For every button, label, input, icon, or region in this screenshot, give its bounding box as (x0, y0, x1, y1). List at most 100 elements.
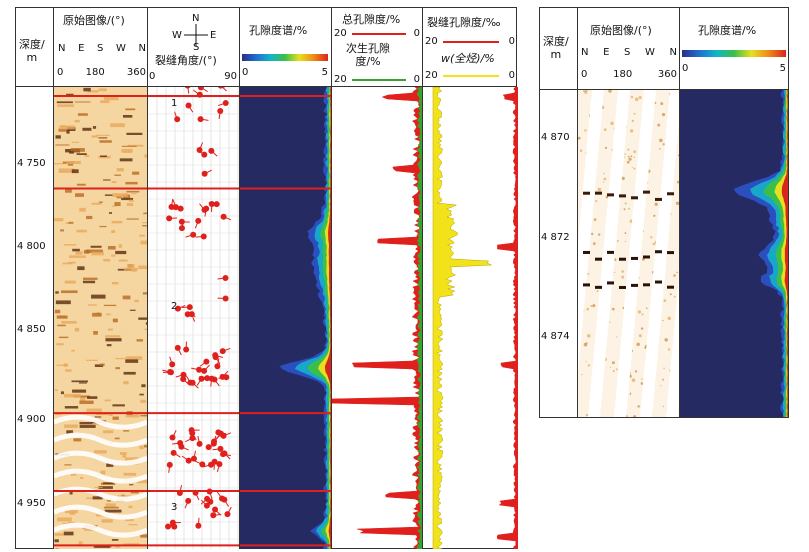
image-texture (83, 277, 98, 280)
detail-image-texture (627, 148, 630, 151)
detail-image-texture (673, 274, 676, 277)
image-texture (71, 349, 76, 352)
image-texture (110, 123, 125, 128)
fracture-dip-point (222, 274, 229, 281)
detail-image-texture (584, 129, 587, 132)
fracture-tail (221, 87, 227, 92)
fracture-dip-point (211, 376, 218, 383)
image-texture (58, 171, 75, 173)
spectrum-band (294, 87, 331, 549)
detail-image-texture (609, 366, 612, 368)
image-texture (115, 357, 126, 360)
image-texture (74, 119, 80, 123)
image-texture (111, 539, 119, 541)
detail-image-texture (657, 123, 661, 127)
image-texture (123, 430, 130, 432)
detail-image-texture (578, 136, 581, 140)
detail-image-texture (624, 232, 627, 235)
fracture-dip-point (168, 203, 175, 210)
detail-image-stripe (640, 90, 679, 417)
fracture-dip-point (197, 116, 204, 123)
image-texture (59, 125, 75, 130)
spectrum-band (781, 90, 788, 417)
detail-fracture-mark (667, 192, 674, 196)
image-texture (138, 317, 147, 320)
image-texture (69, 512, 76, 515)
detail-image-texture (663, 367, 665, 370)
fracture-dip-point (224, 511, 231, 518)
image-texture (100, 470, 106, 475)
detail-image-texture (629, 392, 632, 394)
image-texture (63, 363, 68, 367)
image-texture (108, 414, 113, 416)
detail-image-texture (593, 218, 597, 221)
image-texture (68, 521, 76, 524)
fracture-dip-point (201, 367, 208, 374)
image-texture (98, 155, 111, 159)
spectrum-band (750, 90, 788, 417)
detail-image-texture (621, 270, 624, 273)
image-texture (69, 490, 73, 495)
image-texture (77, 266, 85, 271)
image-texture (72, 248, 80, 252)
detail-fracture-mark (583, 250, 590, 254)
detail-image-texture (662, 319, 664, 322)
image-texture (84, 154, 90, 157)
image-texture (71, 169, 79, 174)
detail-image-texture (631, 378, 636, 382)
image-texture (96, 134, 110, 136)
fracture-dip-point (214, 363, 221, 370)
fracture-dip-point (196, 440, 203, 447)
detail-image-texture (616, 336, 618, 338)
detail-image-texture (595, 199, 598, 203)
fracture-dip-point (185, 457, 192, 464)
detail-image-texture (665, 338, 669, 341)
image-texture (103, 506, 119, 509)
detail-fracture-mark (631, 196, 638, 200)
image-texture (107, 245, 116, 250)
fracture-dip-point (169, 519, 176, 526)
image-texture (79, 421, 97, 425)
fracture-dip-point (166, 215, 173, 222)
detail-image-stripe (666, 275, 679, 417)
detail-image-texture (629, 393, 632, 396)
fracture-angle-track (148, 87, 239, 549)
image-texture (115, 367, 120, 370)
detail-image-texture (676, 271, 678, 274)
image-texture (139, 393, 144, 396)
image-texture (79, 425, 96, 428)
detail-image-texture (663, 299, 667, 302)
detail-image-texture (654, 202, 658, 206)
fracture-dip-point (217, 445, 224, 452)
depth-tick-4800: 4 800 (17, 241, 46, 252)
image-texture (73, 395, 91, 398)
detail-image-texture (667, 348, 671, 351)
image-texture (103, 179, 111, 181)
detail-spectrum-color-scale (682, 50, 786, 57)
image-texture (141, 384, 146, 388)
detail-fracture-mark (595, 285, 602, 289)
detail-image-texture (660, 102, 664, 106)
detail-depth-tick-4870: 4 870 (541, 132, 570, 143)
image-texture (69, 151, 74, 154)
detail-fracture-mark (595, 257, 602, 261)
detail-image-texture (628, 207, 630, 210)
compass-icon: N W E S (172, 13, 217, 53)
fracture-dip-point (211, 458, 218, 465)
image-texture (125, 359, 139, 363)
image-texture (125, 414, 140, 418)
image-texture (55, 144, 70, 146)
fracture-dip-point (210, 512, 217, 519)
spectrum-band (308, 87, 331, 549)
image-texture (98, 201, 103, 203)
image-texture (136, 479, 147, 484)
image-texture (103, 258, 110, 262)
fracture-dip-point (199, 461, 206, 468)
fracture-dip-point (178, 225, 185, 232)
detail-image-texture (640, 382, 644, 385)
detail-image-texture (630, 129, 634, 133)
image-texture (66, 161, 81, 165)
image-texture (100, 155, 107, 158)
image-texture (71, 141, 80, 143)
image-texture (64, 510, 78, 514)
